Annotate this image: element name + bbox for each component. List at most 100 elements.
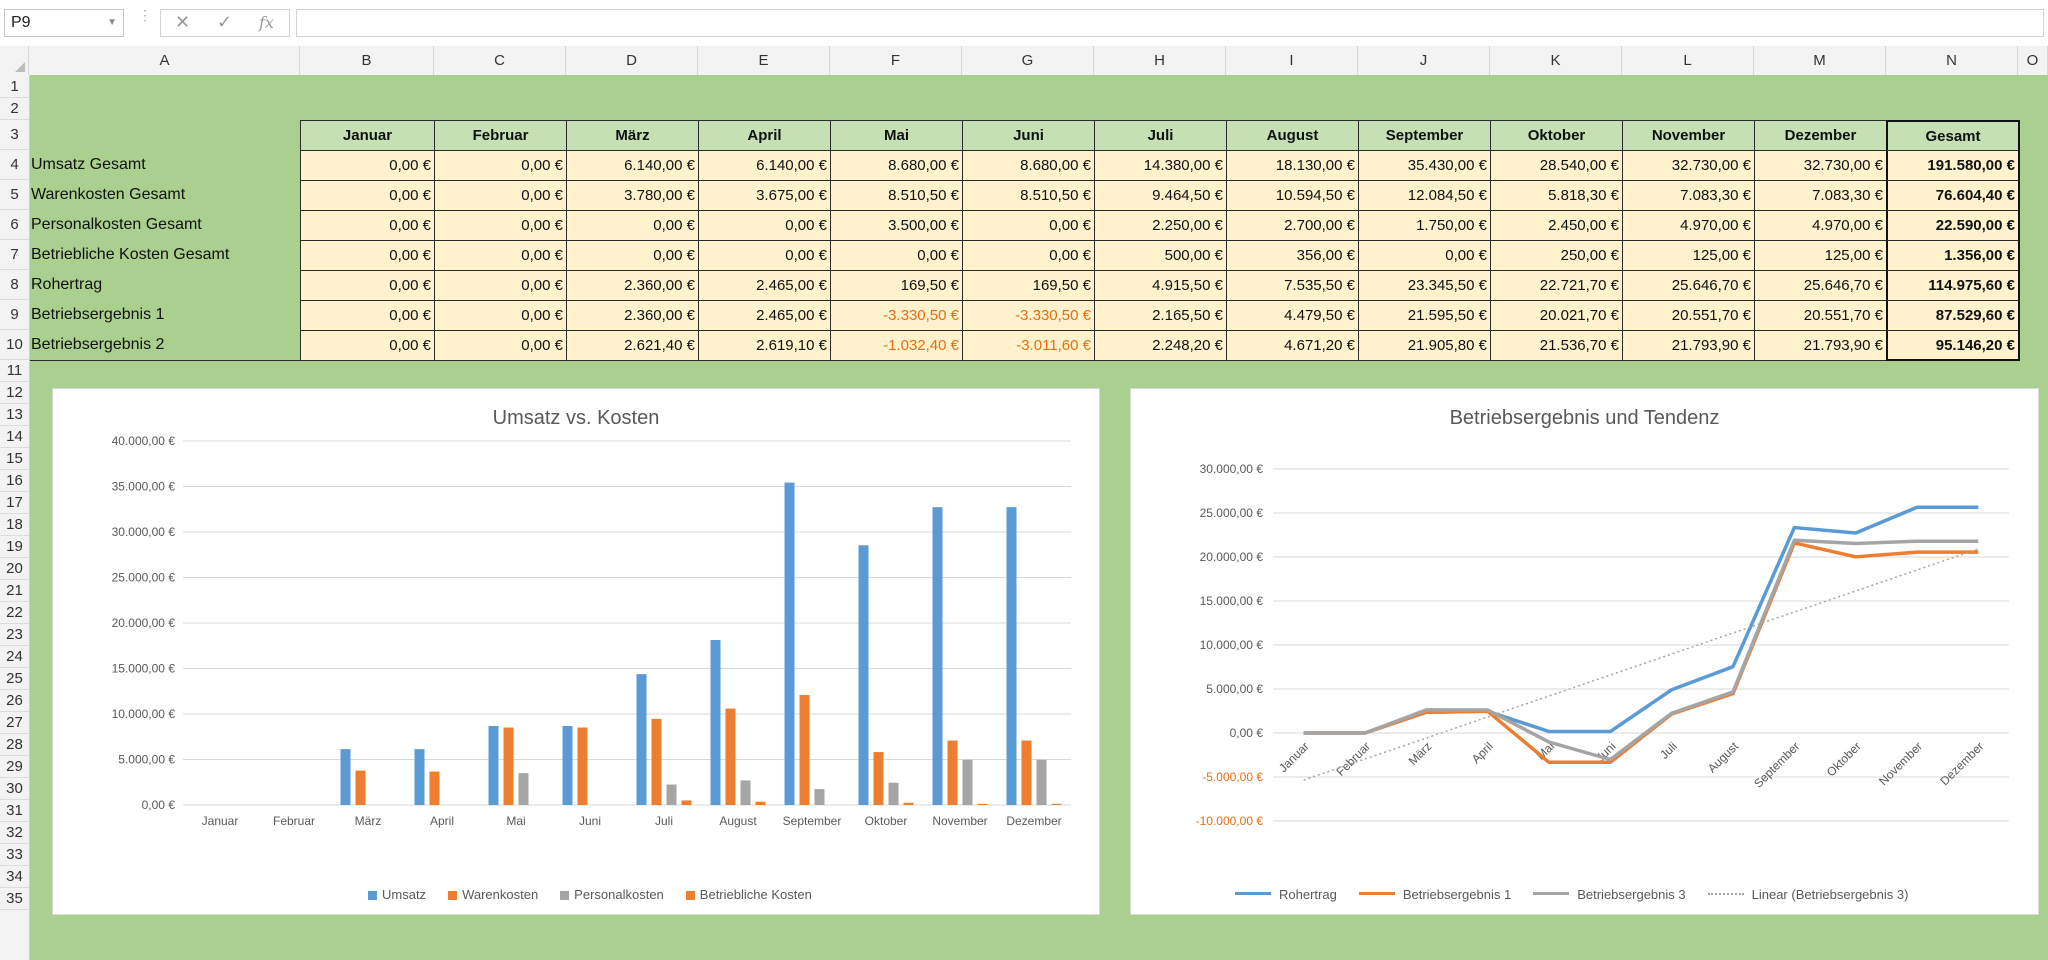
- table-cell[interactable]: 4.671,20 €: [1226, 330, 1359, 361]
- row-header-35[interactable]: 35: [0, 888, 29, 910]
- table-cell[interactable]: 2.360,00 €: [566, 270, 699, 301]
- legend-item[interactable]: Betriebliche Kosten: [685, 887, 812, 902]
- table-cell[interactable]: 125,00 €: [1622, 240, 1755, 271]
- table-cell[interactable]: 32.730,00 €: [1754, 150, 1887, 181]
- name-box[interactable]: P9 ▼: [4, 9, 124, 37]
- table-cell[interactable]: 0,00 €: [300, 270, 435, 301]
- month-header[interactable]: Juni: [962, 120, 1095, 151]
- table-cell[interactable]: 356,00 €: [1226, 240, 1359, 271]
- table-cell[interactable]: 21.595,50 €: [1358, 300, 1491, 331]
- row-header-33[interactable]: 33: [0, 844, 29, 866]
- month-header[interactable]: Oktober: [1490, 120, 1623, 151]
- table-cell[interactable]: 6.140,00 €: [698, 150, 831, 181]
- row-header-3[interactable]: 3: [0, 120, 29, 150]
- row-header-9[interactable]: 9: [0, 300, 29, 330]
- table-cell[interactable]: 20.021,70 €: [1490, 300, 1623, 331]
- table-cell[interactable]: 21.793,90 €: [1622, 330, 1755, 361]
- table-cell[interactable]: 21.793,90 €: [1754, 330, 1887, 361]
- column-header-o[interactable]: O: [2018, 46, 2048, 75]
- table-cell[interactable]: 4.970,00 €: [1754, 210, 1887, 241]
- row-header-7[interactable]: 7: [0, 240, 29, 270]
- total-cell[interactable]: 191.580,00 €: [1886, 150, 2020, 181]
- table-cell[interactable]: 20.551,70 €: [1622, 300, 1755, 331]
- table-cell[interactable]: 0,00 €: [434, 270, 567, 301]
- row-header-10[interactable]: 10: [0, 330, 29, 360]
- row-header-15[interactable]: 15: [0, 448, 29, 470]
- row-header-24[interactable]: 24: [0, 646, 29, 668]
- table-cell[interactable]: 2.621,40 €: [566, 330, 699, 361]
- row-label[interactable]: Betriebsergebnis 1: [30, 300, 300, 331]
- formula-input[interactable]: [296, 9, 2044, 37]
- table-cell[interactable]: 0,00 €: [434, 330, 567, 361]
- table-cell[interactable]: 4.479,50 €: [1226, 300, 1359, 331]
- table-cell[interactable]: 2.248,20 €: [1094, 330, 1227, 361]
- table-cell[interactable]: 1.750,00 €: [1358, 210, 1491, 241]
- total-cell[interactable]: 87.529,60 €: [1886, 300, 2020, 331]
- column-header-m[interactable]: M: [1754, 46, 1886, 75]
- table-cell[interactable]: 9.464,50 €: [1094, 180, 1227, 211]
- table-cell[interactable]: 28.540,00 €: [1490, 150, 1623, 181]
- table-cell[interactable]: 2.619,10 €: [698, 330, 831, 361]
- row-header-4[interactable]: 4: [0, 150, 29, 180]
- table-cell[interactable]: 3.675,00 €: [698, 180, 831, 211]
- table-cell[interactable]: -3.330,50 €: [830, 300, 963, 331]
- table-cell[interactable]: 7.535,50 €: [1226, 270, 1359, 301]
- table-cell[interactable]: 2.700,00 €: [1226, 210, 1359, 241]
- table-cell[interactable]: 0,00 €: [698, 210, 831, 241]
- table-cell[interactable]: 0,00 €: [1358, 240, 1491, 271]
- row-header-1[interactable]: 1: [0, 75, 29, 98]
- table-cell[interactable]: 0,00 €: [434, 150, 567, 181]
- row-label[interactable]: Warenkosten Gesamt: [30, 180, 300, 211]
- table-cell[interactable]: 0,00 €: [566, 240, 699, 271]
- row-header-14[interactable]: 14: [0, 426, 29, 448]
- table-cell[interactable]: 6.140,00 €: [566, 150, 699, 181]
- month-header[interactable]: Dezember: [1754, 120, 1887, 151]
- table-cell[interactable]: 25.646,70 €: [1754, 270, 1887, 301]
- table-cell[interactable]: 25.646,70 €: [1622, 270, 1755, 301]
- table-cell[interactable]: 0,00 €: [434, 180, 567, 211]
- row-header-16[interactable]: 16: [0, 470, 29, 492]
- table-cell[interactable]: 0,00 €: [300, 210, 435, 241]
- enter-icon[interactable]: ✓: [217, 12, 233, 32]
- table-cell[interactable]: 23.345,50 €: [1358, 270, 1491, 301]
- total-cell[interactable]: 22.590,00 €: [1886, 210, 2020, 241]
- table-cell[interactable]: 0,00 €: [300, 240, 435, 271]
- table-cell[interactable]: 3.500,00 €: [830, 210, 963, 241]
- table-cell[interactable]: 32.730,00 €: [1622, 150, 1755, 181]
- table-cell[interactable]: 250,00 €: [1490, 240, 1623, 271]
- legend-item[interactable]: Betriebsergebnis 3: [1533, 887, 1686, 902]
- row-header-32[interactable]: 32: [0, 822, 29, 844]
- table-cell[interactable]: 0,00 €: [434, 210, 567, 241]
- table-cell[interactable]: 169,50 €: [830, 270, 963, 301]
- total-header[interactable]: Gesamt: [1886, 120, 2020, 151]
- legend-item[interactable]: Umsatz: [368, 887, 426, 902]
- worksheet[interactable]: Januar Februar März April Mai Juni Juli August S…: [30, 75, 2048, 960]
- table-cell[interactable]: 2.360,00 €: [566, 300, 699, 331]
- row-header-2[interactable]: 2: [0, 98, 29, 120]
- table-cell[interactable]: 125,00 €: [1754, 240, 1887, 271]
- insert-function-icon[interactable]: fx: [259, 13, 274, 32]
- table-cell[interactable]: 2.465,00 €: [698, 300, 831, 331]
- month-header[interactable]: November: [1622, 120, 1755, 151]
- month-header[interactable]: Februar: [434, 120, 567, 151]
- line-chart-betriebsergebnis[interactable]: Betriebsergebnis und Tendenz -10.000,00 …: [1130, 388, 2039, 915]
- table-cell[interactable]: 2.450,00 €: [1490, 210, 1623, 241]
- row-header-31[interactable]: 31: [0, 800, 29, 822]
- column-header-b[interactable]: B: [300, 46, 434, 75]
- table-cell[interactable]: 4.970,00 €: [1622, 210, 1755, 241]
- legend-item[interactable]: Rohertrag: [1235, 887, 1337, 902]
- row-header-26[interactable]: 26: [0, 690, 29, 712]
- table-cell[interactable]: 21.905,80 €: [1358, 330, 1491, 361]
- row-header-8[interactable]: 8: [0, 270, 29, 300]
- table-cell[interactable]: 14.380,00 €: [1094, 150, 1227, 181]
- column-header-l[interactable]: L: [1622, 46, 1754, 75]
- row-label[interactable]: Personalkosten Gesamt: [30, 210, 300, 241]
- row-header-18[interactable]: 18: [0, 514, 29, 536]
- month-header[interactable]: September: [1358, 120, 1491, 151]
- chevron-down-icon[interactable]: ▼: [107, 17, 117, 28]
- month-header[interactable]: August: [1226, 120, 1359, 151]
- bar-chart-umsatz-vs-kosten[interactable]: Umsatz vs. Kosten 0,00 € 5.000,00 € 10.000…: [52, 388, 1100, 915]
- select-all-button[interactable]: [0, 46, 29, 75]
- table-cell[interactable]: 0,00 €: [300, 150, 435, 181]
- row-header-5[interactable]: 5: [0, 180, 29, 210]
